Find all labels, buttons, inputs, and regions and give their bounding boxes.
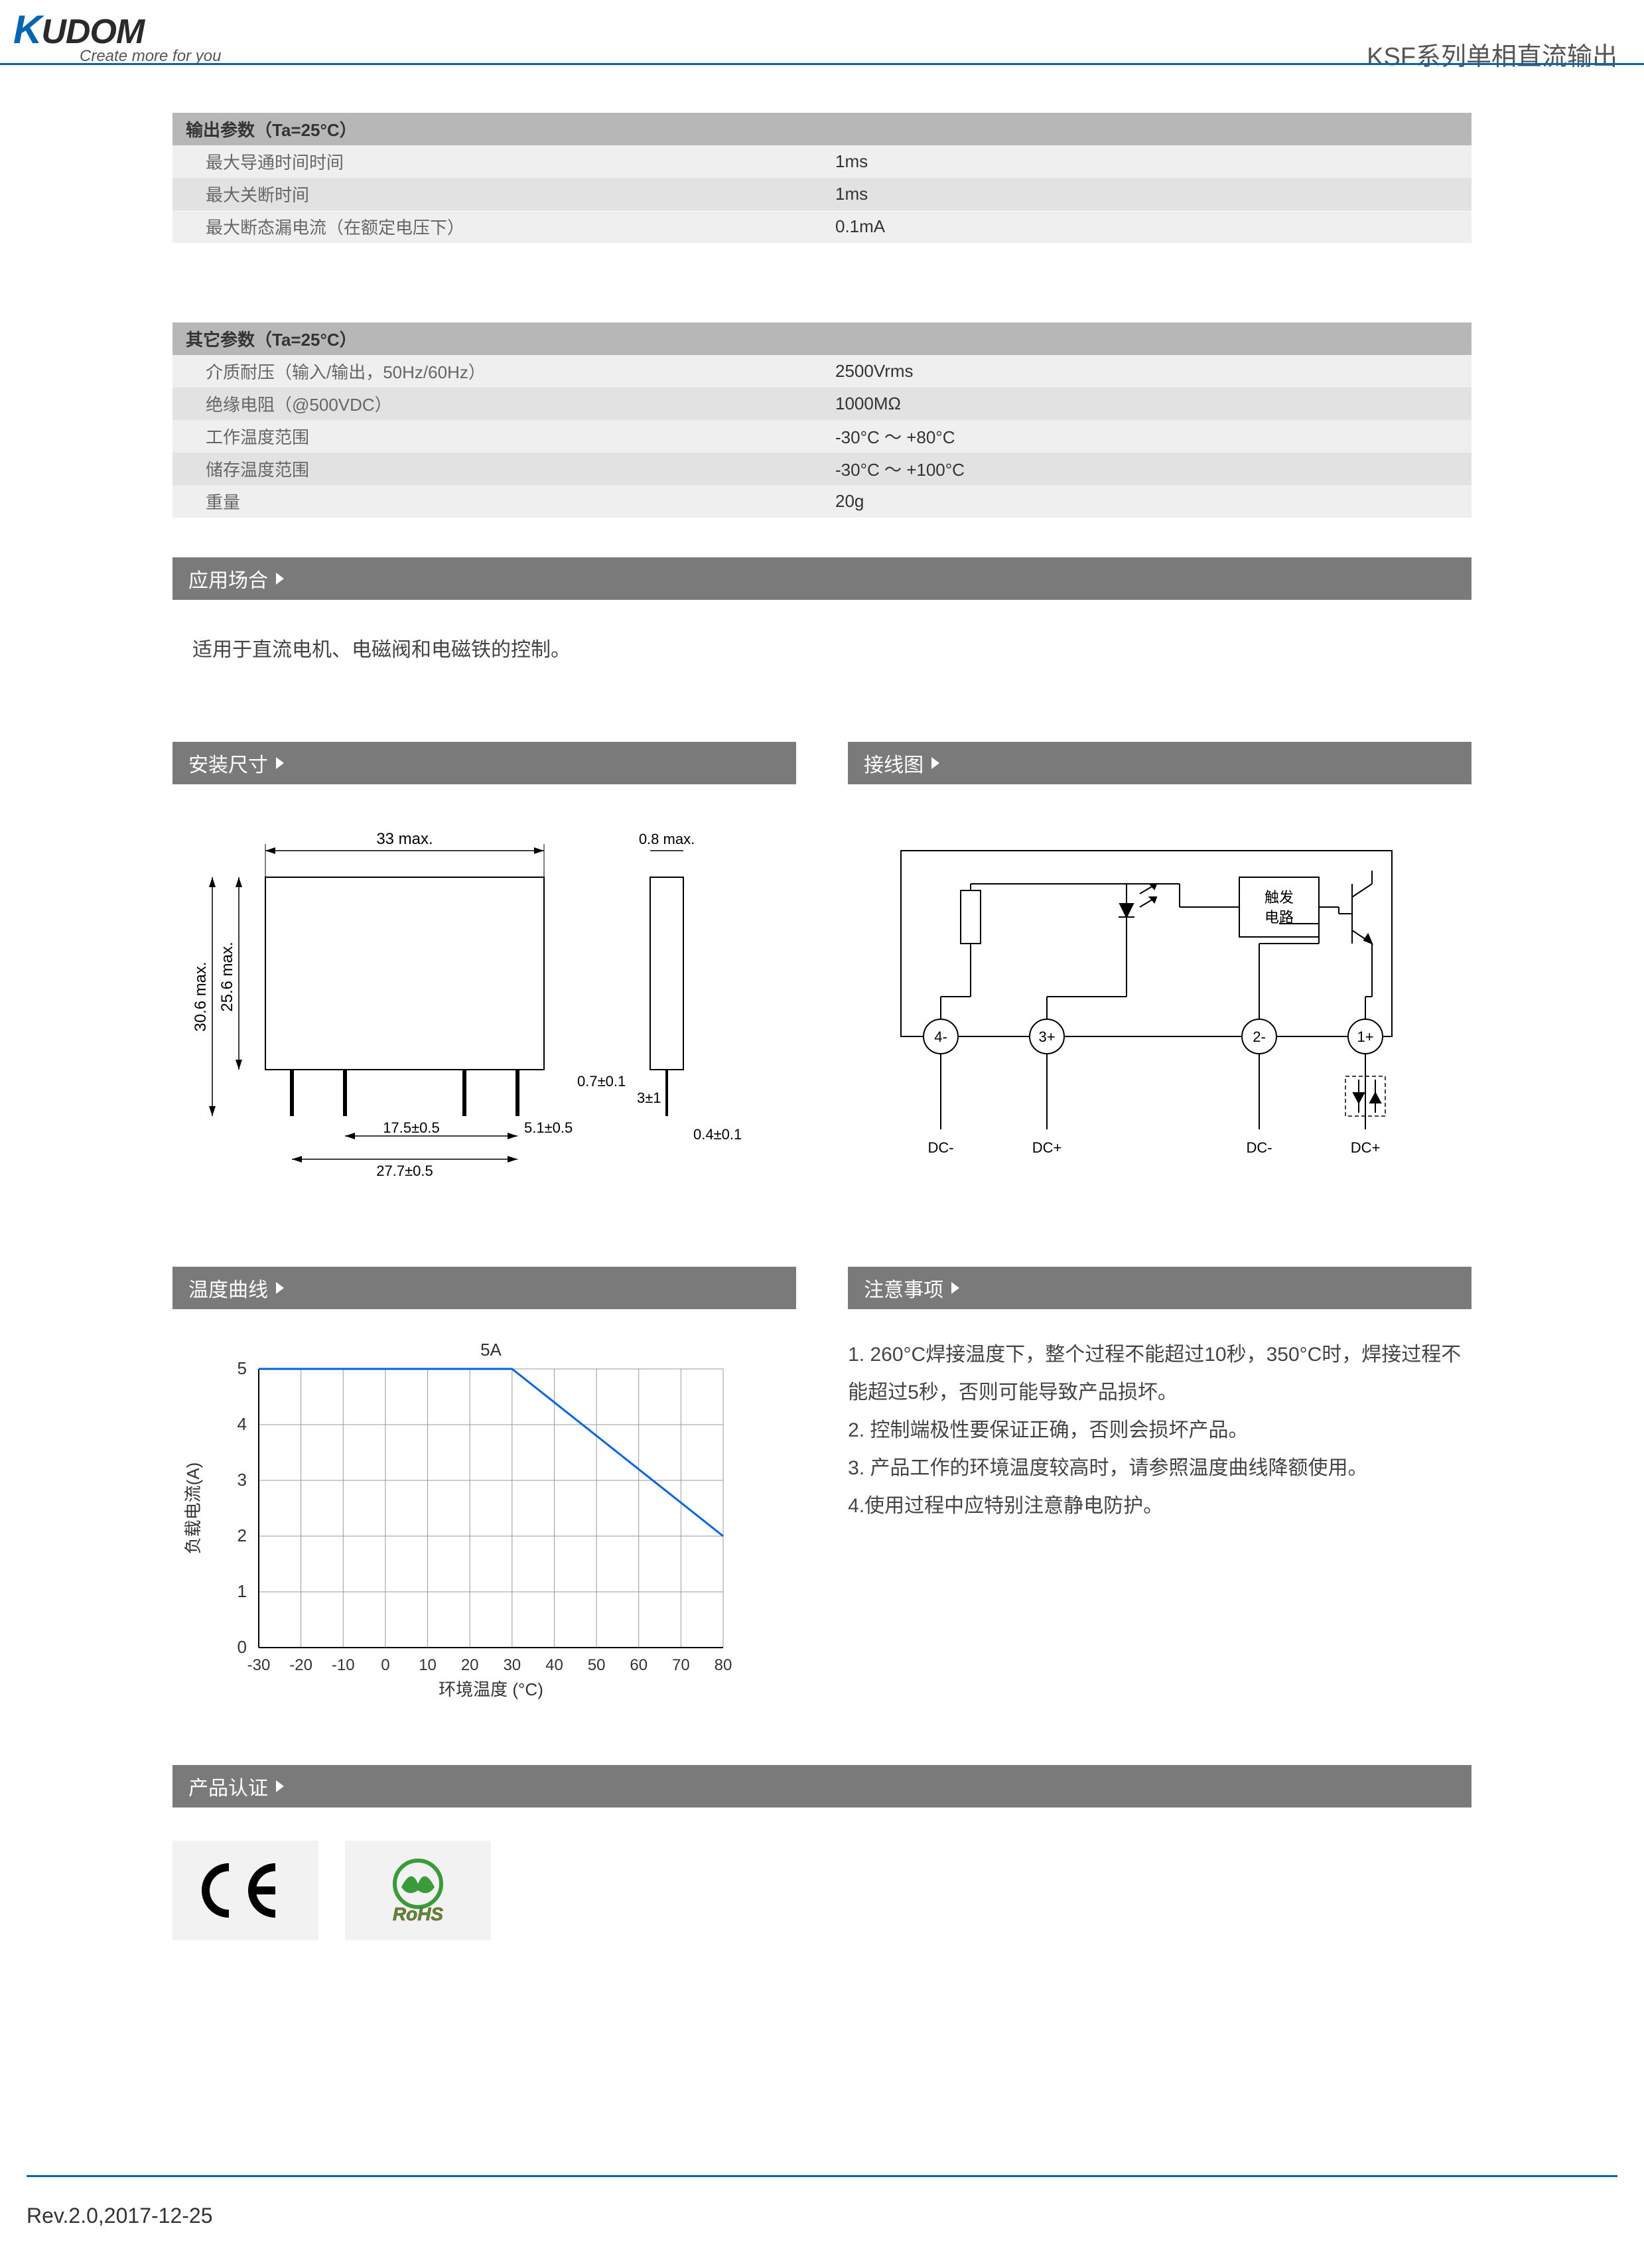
svg-text:25.6 max.: 25.6 max. xyxy=(218,942,236,1011)
svg-text:30.6 max.: 30.6 max. xyxy=(192,961,210,1031)
svg-text:环境温度 (°C): 环境温度 (°C) xyxy=(439,1679,543,1699)
table-row: 最大导通时间时间1ms xyxy=(172,145,1472,178)
section-label: 温度曲线 xyxy=(188,1273,268,1303)
svg-text:0.8 max.: 0.8 max. xyxy=(639,831,695,847)
note-item: 1. 260°C焊接温度下，整个过程不能超过10秒，350°C时，焊接过程不能超… xyxy=(848,1336,1472,1411)
svg-text:4-: 4- xyxy=(934,1028,947,1045)
triangle-icon xyxy=(951,1282,959,1294)
svg-text:1+: 1+ xyxy=(1357,1028,1374,1045)
svg-text:2-: 2- xyxy=(1253,1028,1266,1045)
section-certification: 产品认证 xyxy=(172,1765,1472,1807)
logo: KUDOM Create more for you xyxy=(13,7,221,66)
svg-text:-20: -20 xyxy=(289,1656,312,1674)
svg-text:-10: -10 xyxy=(332,1656,355,1674)
section-label: 安装尺寸 xyxy=(188,748,268,778)
svg-text:60: 60 xyxy=(630,1656,648,1674)
section-application: 应用场合 xyxy=(172,557,1472,600)
section-dimensions: 安装尺寸 xyxy=(172,742,796,784)
svg-text:3±1: 3±1 xyxy=(637,1090,661,1106)
svg-text:0: 0 xyxy=(238,1637,247,1657)
header-rule xyxy=(0,63,1644,65)
svg-text:5A: 5A xyxy=(480,1340,502,1360)
svg-text:负载电流(A): 负载电流(A) xyxy=(183,1462,203,1555)
series-title: KSF系列单相直流输出 xyxy=(1367,36,1617,72)
table-row: 工作温度范围-30°C ～ +80°C xyxy=(172,420,1472,453)
svg-text:-30: -30 xyxy=(247,1656,271,1674)
note-item: 3. 产品工作的环境温度较高时，请参照温度曲线降额使用。 xyxy=(848,1449,1472,1487)
svg-text:10: 10 xyxy=(419,1656,437,1674)
svg-text:DC-: DC- xyxy=(928,1139,954,1156)
table-row: 介质耐压（输入/输出，50Hz/60Hz）2500Vrms xyxy=(172,355,1472,388)
page-header: KUDOM Create more for you KSF系列单相直流输出 xyxy=(0,0,1644,80)
triangle-icon xyxy=(276,757,284,769)
table-header: 其它参数（Ta=25°C） xyxy=(172,322,1472,355)
section-label: 接线图 xyxy=(864,748,924,778)
table-row: 储存温度范围-30°C ～ +100°C xyxy=(172,453,1472,485)
rohs-logo: RoHS xyxy=(345,1841,491,1940)
note-item: 4.使用过程中应特别注意静电防护。 xyxy=(848,1487,1472,1525)
svg-text:3: 3 xyxy=(238,1470,247,1490)
footer-rule xyxy=(27,2175,1617,2177)
logo-text: KUDOM xyxy=(13,7,221,52)
output-params-table: 输出参数（Ta=25°C） 最大导通时间时间1ms 最大关断时间1ms 最大断态… xyxy=(172,113,1472,243)
table-header: 输出参数（Ta=25°C） xyxy=(172,113,1472,145)
section-label: 注意事项 xyxy=(864,1273,943,1303)
section-label: 产品认证 xyxy=(188,1772,268,1801)
table-row: 重量20g xyxy=(172,485,1472,518)
svg-text:1: 1 xyxy=(238,1581,247,1601)
svg-text:30: 30 xyxy=(503,1656,521,1674)
svg-text:70: 70 xyxy=(672,1656,690,1674)
triangle-icon xyxy=(276,573,284,585)
footer-rev: Rev.2.0,2017-12-25 xyxy=(27,2204,1617,2228)
triangle-icon xyxy=(276,1282,284,1294)
svg-text:2: 2 xyxy=(238,1525,247,1545)
application-text: 适用于直流电机、电磁阀和电磁铁的控制。 xyxy=(172,633,1472,662)
svg-text:DC+: DC+ xyxy=(1351,1139,1381,1156)
ce-logo xyxy=(172,1841,318,1940)
svg-text:0: 0 xyxy=(381,1656,389,1674)
svg-text:RoHS: RoHS xyxy=(393,1904,444,1924)
triangle-icon xyxy=(276,1780,284,1792)
svg-text:80: 80 xyxy=(715,1656,732,1674)
svg-text:27.7±0.5: 27.7±0.5 xyxy=(376,1163,433,1179)
svg-text:0.4±0.1: 0.4±0.1 xyxy=(693,1126,742,1143)
notes-list: 1. 260°C焊接温度下，整个过程不能超过10秒，350°C时，焊接过程不能超… xyxy=(848,1336,1472,1525)
section-notes: 注意事项 xyxy=(848,1267,1472,1309)
svg-text:DC-: DC- xyxy=(1247,1139,1272,1156)
temp-curve-chart: -30 -20 -10 0 10 20 30 40 50 60 70 80 0 1 2 3 4 5 5A 环境温度 (… xyxy=(172,1336,796,1712)
svg-text:17.5±0.5: 17.5±0.5 xyxy=(383,1119,439,1136)
triangle-icon xyxy=(931,757,939,769)
certification-row: RoHS xyxy=(172,1841,1472,1940)
dimensions-diagram: 33 max. 30.6 max. 25.6 max. 0.8 max. xyxy=(172,811,796,1187)
page-footer: Rev.2.0,2017-12-25 xyxy=(27,2175,1617,2228)
svg-text:50: 50 xyxy=(588,1656,606,1674)
svg-text:4: 4 xyxy=(238,1414,247,1434)
svg-text:5: 5 xyxy=(238,1358,247,1378)
svg-text:0.7±0.1: 0.7±0.1 xyxy=(577,1073,626,1090)
svg-text:3+: 3+ xyxy=(1039,1028,1056,1045)
svg-text:触发: 触发 xyxy=(1265,889,1294,906)
table-row: 最大断态漏电流（在额定电压下）0.1mA xyxy=(172,210,1472,243)
table-row: 绝缘电阻（@500VDC）1000MΩ xyxy=(172,388,1472,420)
section-wiring: 接线图 xyxy=(848,742,1472,784)
svg-text:DC+: DC+ xyxy=(1032,1139,1062,1156)
section-temp-curve: 温度曲线 xyxy=(172,1267,796,1309)
svg-text:40: 40 xyxy=(545,1656,563,1674)
dim-label: 33 max. xyxy=(376,830,433,848)
other-params-table: 其它参数（Ta=25°C） 介质耐压（输入/输出，50Hz/60Hz）2500V… xyxy=(172,322,1472,518)
wiring-diagram: 触发 电路 xyxy=(848,811,1472,1187)
table-row: 最大关断时间1ms xyxy=(172,178,1472,210)
svg-text:20: 20 xyxy=(461,1656,479,1674)
svg-text:5.1±0.5: 5.1±0.5 xyxy=(524,1119,573,1136)
note-item: 2. 控制端极性要保证正确，否则会损坏产品。 xyxy=(848,1411,1472,1449)
section-label: 应用场合 xyxy=(188,564,268,593)
